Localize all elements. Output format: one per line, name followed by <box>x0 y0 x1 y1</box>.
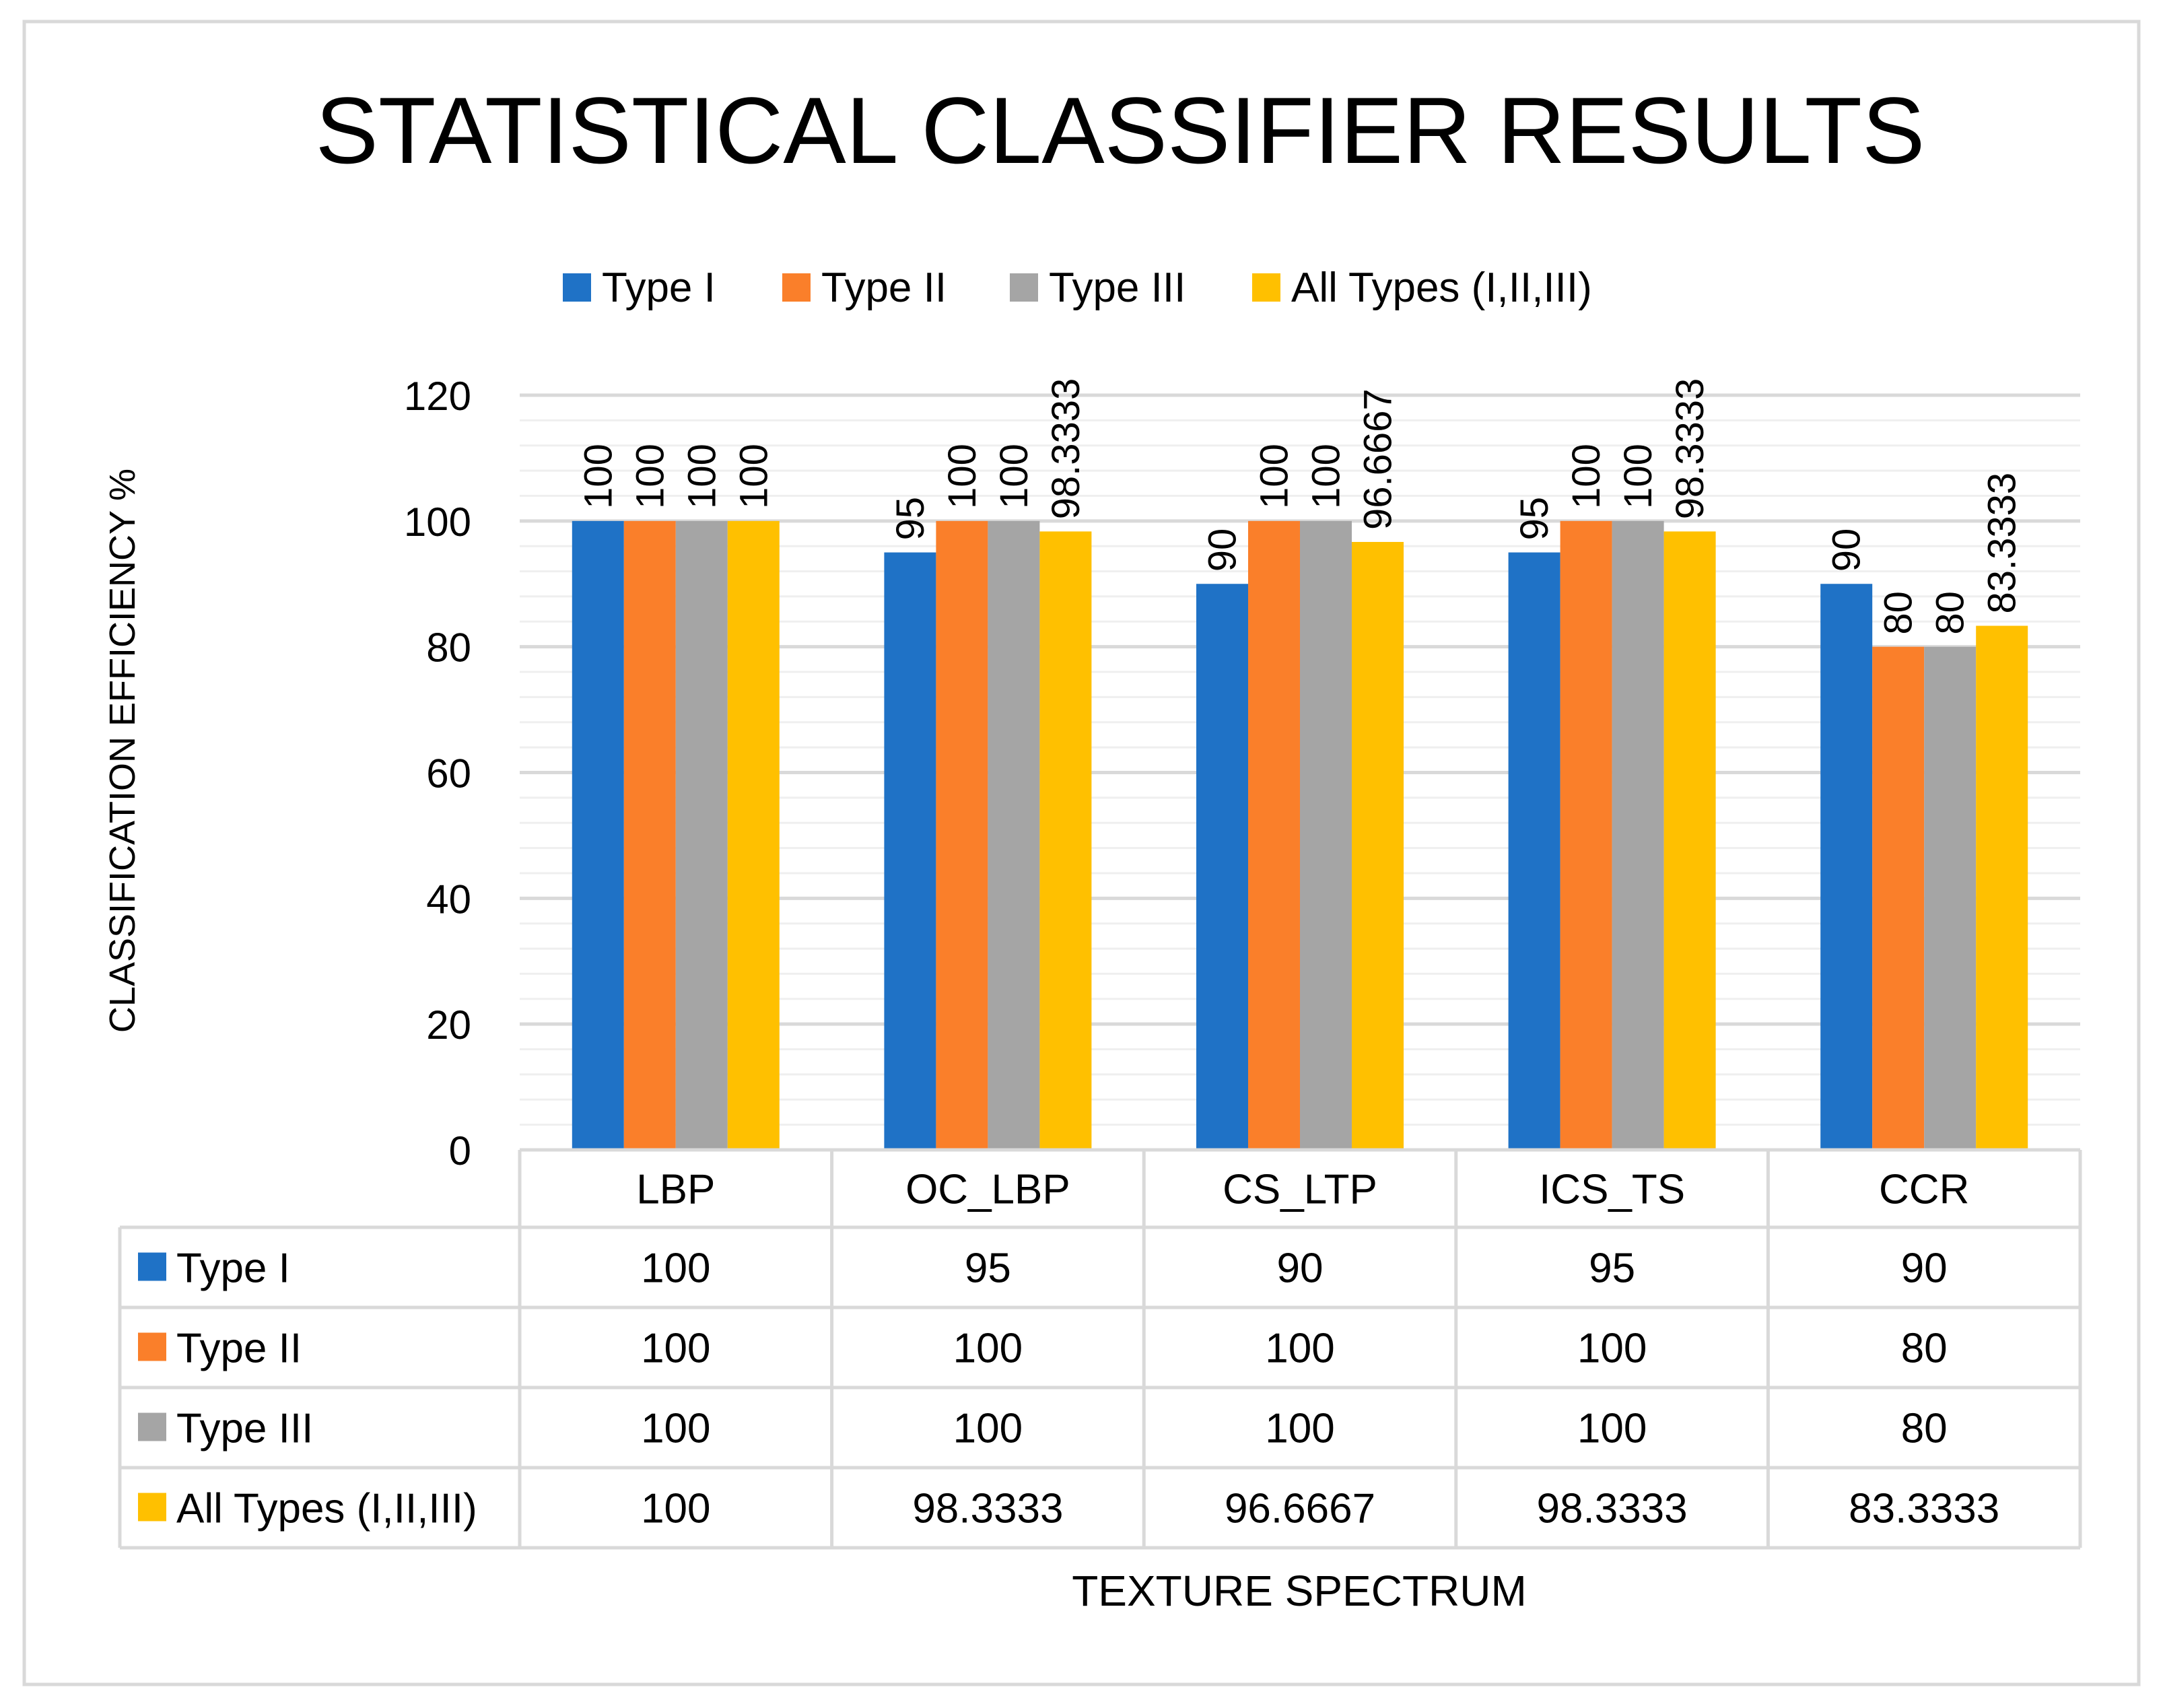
table-cell: 98.3333 <box>1537 1486 1688 1532</box>
bar <box>1352 541 1404 1150</box>
table-cell: 100 <box>1577 1326 1647 1372</box>
data-label: 96.6667 <box>1357 388 1400 530</box>
bar <box>1508 552 1560 1150</box>
table-cell: 100 <box>641 1406 710 1452</box>
table-cell: 95 <box>1589 1245 1635 1292</box>
table-cell: 100 <box>953 1406 1023 1452</box>
table-cell: 100 <box>641 1486 710 1532</box>
data-label: 100 <box>1253 444 1297 509</box>
table-cell: 100 <box>641 1326 710 1372</box>
table-legend-swatch <box>138 1412 166 1441</box>
data-table: LBP OC_LBP CS_LTP ICS_TS CCR Type I 100 95 90 95 9… <box>118 1148 2082 1550</box>
table-legend-swatch <box>138 1252 166 1281</box>
x-tick-label: ICS_TS <box>1539 1167 1685 1213</box>
legend-label: Type III <box>1049 265 1186 311</box>
data-label: 100 <box>576 444 620 509</box>
bar <box>623 520 676 1150</box>
x-tick-label: CS_LTP <box>1223 1167 1377 1213</box>
chart-title: STATISTICAL CLASSIFIER RESULTS <box>316 77 1925 183</box>
table-series-name: All Types (I,II,III) <box>176 1486 477 1532</box>
table-cell: 100 <box>1265 1406 1334 1452</box>
bar <box>1300 520 1352 1150</box>
table-cell: 100 <box>641 1245 710 1292</box>
table-cell: 95 <box>965 1245 1011 1292</box>
bar <box>988 520 1040 1150</box>
y-tick-label: 80 <box>426 625 471 671</box>
data-label: 90 <box>1825 528 1869 572</box>
table-cell: 83.3333 <box>1849 1486 1999 1532</box>
data-label: 98.3333 <box>1668 378 1712 520</box>
legend: Type I Type II Type III All Types (I,II,III… <box>563 265 1592 311</box>
bar <box>884 552 936 1150</box>
data-label: 98.3333 <box>1044 378 1088 520</box>
table-cell: 96.6667 <box>1225 1486 1375 1532</box>
data-label: 100 <box>1565 444 1608 509</box>
legend-swatch <box>1252 273 1280 302</box>
chart-border <box>22 20 2141 1686</box>
bar <box>1560 520 1612 1150</box>
table-cell: 80 <box>1901 1406 1948 1452</box>
y-tick-label: 120 <box>404 374 471 419</box>
data-label: 100 <box>732 444 776 509</box>
table-series-name: Type III <box>176 1406 313 1452</box>
legend-label: Type I <box>602 265 716 311</box>
bar <box>1663 531 1716 1150</box>
bars <box>572 520 2028 1150</box>
data-label: 80 <box>1877 591 1921 635</box>
y-tick-label: 40 <box>426 877 471 922</box>
table-cell: 100 <box>1577 1406 1647 1452</box>
y-tick-label: 100 <box>404 500 471 545</box>
x-tick-label: OC_LBP <box>905 1167 1070 1213</box>
table-series-name: Type II <box>176 1326 302 1372</box>
x-tick-label: CCR <box>1879 1167 1969 1213</box>
legend-swatch <box>782 273 811 302</box>
data-label: 100 <box>1616 444 1660 509</box>
y-tick-label: 60 <box>426 751 471 796</box>
bar <box>1612 520 1664 1150</box>
legend-label: Type II <box>821 265 947 311</box>
x-axis-label: TEXTURE SPECTRUM <box>1072 1567 1527 1615</box>
y-tick-label: 20 <box>426 1002 471 1048</box>
bar <box>1039 531 1092 1150</box>
table-cell: 90 <box>1277 1245 1324 1292</box>
data-label: 100 <box>1305 444 1348 509</box>
bar <box>1976 625 2028 1150</box>
bar <box>572 520 624 1150</box>
table-cell: 100 <box>953 1326 1023 1372</box>
bar <box>1872 646 1925 1150</box>
data-label: 95 <box>889 497 932 541</box>
y-tick-label: 0 <box>449 1128 471 1173</box>
legend-swatch <box>563 273 591 302</box>
bar <box>727 520 780 1150</box>
data-label: 80 <box>1929 591 1972 635</box>
table-series-name: Type I <box>176 1245 290 1292</box>
data-label: 90 <box>1201 528 1245 572</box>
bar <box>936 520 988 1150</box>
data-label: 100 <box>940 444 984 509</box>
data-label: 83.3333 <box>1981 473 2024 614</box>
data-label: 100 <box>680 444 724 509</box>
table-legend-swatch <box>138 1493 166 1522</box>
table-cell: 80 <box>1901 1326 1948 1372</box>
bar <box>1924 646 1977 1150</box>
y-axis: 0 20 40 60 80 100 120 <box>404 374 471 1173</box>
legend-label: All Types (I,II,III) <box>1291 265 1592 311</box>
bar <box>1248 520 1300 1150</box>
table-cell: 90 <box>1901 1245 1948 1292</box>
table-legend-swatch <box>138 1332 166 1361</box>
bar <box>1196 584 1248 1150</box>
bar <box>1820 584 1873 1150</box>
table-cell: 100 <box>1265 1326 1334 1372</box>
data-label: 95 <box>1513 497 1556 541</box>
legend-swatch <box>1010 273 1038 302</box>
y-axis-label: CLASSIFICATION EFFICIENCY % <box>102 469 143 1033</box>
data-label: 100 <box>628 444 672 509</box>
bar <box>675 520 728 1150</box>
table-cell: 98.3333 <box>912 1486 1063 1532</box>
x-tick-label: LBP <box>636 1167 715 1213</box>
data-label: 100 <box>992 444 1036 509</box>
